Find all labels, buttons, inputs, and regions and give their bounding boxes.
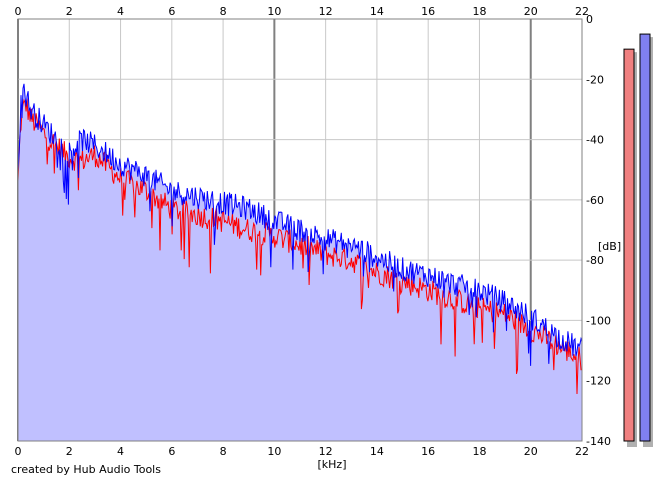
- plot-frame: [17, 18, 583, 442]
- tick-labels: 002244668810101212141416161818202022220-…: [15, 5, 611, 458]
- x-axis-label: [kHz]: [318, 458, 347, 471]
- x-tick-label-bottom: 2: [66, 445, 73, 458]
- y-tick-label: -20: [586, 73, 604, 86]
- level-meters: [623, 33, 653, 448]
- x-tick-label-top: 16: [421, 5, 435, 18]
- x-tick-label-bottom: 16: [421, 445, 435, 458]
- y-tick-label: -40: [586, 134, 604, 147]
- x-tick-label-top: 0: [15, 5, 22, 18]
- level-meter-1: [623, 48, 635, 442]
- spectrum-fill-area: [18, 83, 582, 442]
- y-tick-label: 0: [586, 13, 593, 26]
- x-tick-label-bottom: 10: [267, 445, 281, 458]
- x-tick-label-top: 6: [168, 5, 175, 18]
- x-tick-label-bottom: 18: [472, 445, 486, 458]
- x-tick-label-top: 20: [524, 5, 538, 18]
- x-tick-label-bottom: 6: [168, 445, 175, 458]
- x-tick-label-top: 4: [117, 5, 124, 18]
- x-tick-label-bottom: 14: [370, 445, 384, 458]
- x-tick-label-top: 2: [66, 5, 73, 18]
- x-tick-label-bottom: 12: [319, 445, 333, 458]
- x-tick-label-top: 10: [267, 5, 281, 18]
- x-tick-label-bottom: 4: [117, 445, 124, 458]
- x-tick-label-top: 14: [370, 5, 384, 18]
- x-tick-label-bottom: 20: [524, 445, 538, 458]
- level-meter-2: [639, 33, 651, 442]
- x-tick-label-top: 22: [575, 5, 589, 18]
- x-tick-label-top: 18: [472, 5, 486, 18]
- y-tick-label: -80: [586, 254, 604, 267]
- x-tick-label-top: 8: [220, 5, 227, 18]
- credit-text: created by Hub Audio Tools: [11, 463, 161, 476]
- y-tick-label: -60: [586, 194, 604, 207]
- x-tick-label-bottom: 22: [575, 445, 589, 458]
- series-layer: [17, 83, 583, 395]
- x-tick-label-bottom: 8: [220, 445, 227, 458]
- x-tick-label-top: 12: [319, 5, 333, 18]
- y-axis-label: [dB]: [598, 240, 621, 253]
- y-tick-label: -120: [586, 375, 611, 388]
- x-tick-label-bottom: 0: [15, 445, 22, 458]
- y-tick-label: -140: [586, 435, 611, 448]
- y-tick-label: -100: [586, 314, 611, 327]
- series-line-2: [17, 83, 583, 366]
